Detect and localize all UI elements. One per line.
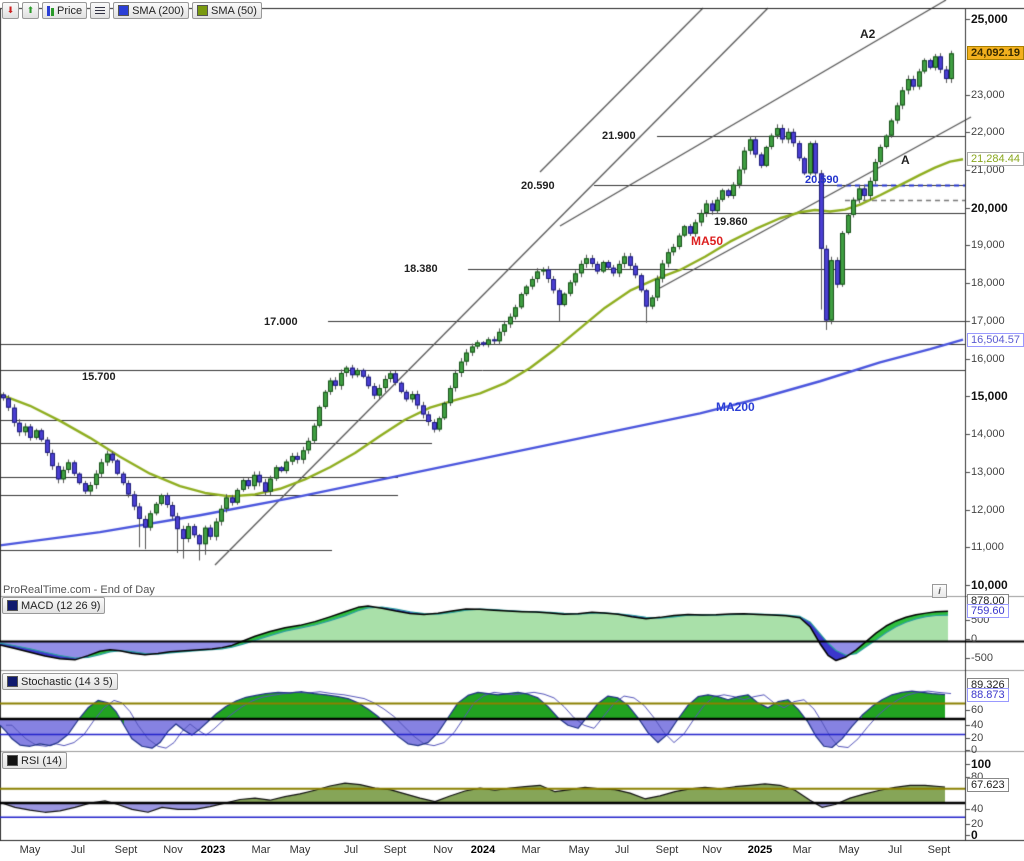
- price-axis-label[interactable]: 11,000: [971, 541, 1004, 554]
- arrow-up-button[interactable]: ⬆: [22, 2, 39, 19]
- time-axis-label[interactable]: Sept: [383, 844, 407, 856]
- rsi-value-box[interactable]: 67.623: [967, 778, 1009, 792]
- rsi-swatch-icon: [7, 755, 18, 766]
- price-axis-label[interactable]: 10,000: [971, 578, 1008, 592]
- macd-swatch-icon: [7, 600, 18, 611]
- price-axis-label[interactable]: 20,000: [971, 200, 1008, 215]
- price-axis-label[interactable]: 14,000: [971, 428, 1005, 441]
- price-axis-label[interactable]: 16,000: [971, 352, 1005, 365]
- stochastic-legend-label: Stochastic (14 3 5): [21, 675, 113, 688]
- sma200-value-box[interactable]: 16,504.57: [967, 332, 1024, 347]
- time-axis-label[interactable]: 2023: [200, 844, 226, 856]
- macd-signal-value-box[interactable]: 759.60: [967, 604, 1009, 618]
- time-axis-label[interactable]: May: [289, 844, 311, 856]
- sma200-legend-chip[interactable]: SMA (200): [113, 2, 190, 19]
- list-icon: [95, 6, 106, 15]
- ma50-label[interactable]: MA50: [691, 234, 724, 248]
- indicator-list-button[interactable]: [90, 2, 111, 19]
- time-axis-label[interactable]: May: [838, 844, 860, 856]
- time-axis-label[interactable]: Mar: [792, 844, 812, 856]
- sma50-legend-label: SMA (50): [211, 4, 257, 17]
- time-axis-label[interactable]: 2025: [747, 844, 773, 856]
- time-axis-label[interactable]: Nov: [702, 844, 722, 856]
- time-axis-label[interactable]: Mar: [521, 844, 541, 856]
- stochastic-axis-label[interactable]: 20: [971, 732, 984, 744]
- ma200-label[interactable]: MA200: [716, 400, 755, 414]
- time-axis-label[interactable]: Sept: [655, 844, 679, 856]
- price-axis-label[interactable]: 19,000: [971, 239, 1005, 252]
- candles-icon: [47, 5, 54, 16]
- rsi-axis-label[interactable]: 100: [971, 757, 992, 771]
- chart-toolbar: ⬇ ⬆ Price SMA (200) SMA (50): [2, 2, 262, 19]
- macd-axis-label[interactable]: 0: [971, 633, 978, 645]
- time-axis-label[interactable]: Sept: [114, 844, 138, 856]
- time-axis-label[interactable]: Mar: [251, 844, 271, 856]
- red-down-arrow-icon: ⬇: [6, 5, 15, 15]
- last-price-box[interactable]: 24,092.19: [967, 46, 1024, 61]
- time-axis-label[interactable]: Jul: [887, 844, 903, 856]
- level-label[interactable]: 15.700: [82, 371, 116, 383]
- time-axis-label[interactable]: Jul: [70, 844, 86, 856]
- price-axis-label[interactable]: 25,000: [971, 12, 1008, 27]
- stochastic-axis-label[interactable]: 0: [971, 744, 978, 756]
- annotation-a[interactable]: A: [901, 153, 910, 167]
- level-label[interactable]: 21.900: [602, 130, 636, 142]
- rsi-axis-label[interactable]: 20: [971, 818, 984, 830]
- time-axis-label[interactable]: Nov: [433, 844, 453, 856]
- time-axis-label[interactable]: May: [568, 844, 590, 856]
- stochastic-legend-chip[interactable]: Stochastic (14 3 5): [2, 673, 118, 690]
- time-axis-label[interactable]: 2024: [470, 844, 496, 856]
- rsi-legend-chip[interactable]: RSI (14): [2, 752, 67, 769]
- time-axis-label[interactable]: Sept: [927, 844, 951, 856]
- price-axis-label[interactable]: 13,000: [971, 465, 1005, 478]
- macd-legend-chip[interactable]: MACD (12 26 9): [2, 597, 106, 614]
- macd-axis-label[interactable]: -500: [971, 652, 994, 664]
- stochastic-axis-label[interactable]: 40: [971, 719, 984, 731]
- time-axis-label[interactable]: Jul: [343, 844, 359, 856]
- annotation-a2[interactable]: A2: [860, 27, 876, 41]
- time-axis-label[interactable]: May: [19, 844, 41, 856]
- stochastic-axis-label[interactable]: 60: [971, 704, 984, 716]
- time-axis-label[interactable]: Nov: [163, 844, 183, 856]
- rsi-axis-label[interactable]: 0: [971, 828, 978, 842]
- time-axis-label[interactable]: Jul: [614, 844, 630, 856]
- sma200-swatch-icon: [118, 5, 130, 16]
- rsi-legend-label: RSI (14): [21, 754, 62, 767]
- level-label[interactable]: 18.380: [404, 263, 438, 275]
- price-axis-label[interactable]: 22,000: [971, 126, 1005, 139]
- level-label[interactable]: 17.000: [264, 316, 298, 328]
- rsi-axis-label[interactable]: 40: [971, 803, 984, 815]
- arrow-down-button[interactable]: ⬇: [2, 2, 19, 19]
- price-legend-label: Price: [57, 4, 83, 17]
- info-icon[interactable]: i: [932, 584, 947, 598]
- macd-legend-label: MACD (12 26 9): [21, 599, 101, 612]
- level-label[interactable]: 19.860: [714, 216, 748, 228]
- green-up-arrow-icon: ⬆: [26, 5, 35, 15]
- price-legend-chip[interactable]: Price: [42, 2, 88, 19]
- price-axis-label[interactable]: 18,000: [971, 277, 1005, 290]
- sma50-value-box[interactable]: 21,284.44: [967, 152, 1024, 167]
- stochastic-swatch-icon: [7, 676, 18, 687]
- price-axis-label[interactable]: 21,000: [971, 163, 1005, 176]
- platform-watermark: ProRealTime.com - End of Day: [3, 584, 155, 596]
- sma50-legend-chip[interactable]: SMA (50): [192, 2, 262, 19]
- price-axis-label[interactable]: 23,000: [971, 88, 1005, 101]
- alert-level-label[interactable]: 20.590: [805, 174, 839, 186]
- level-label[interactable]: 20.590: [521, 180, 555, 192]
- price-axis-label[interactable]: 12,000: [971, 503, 1005, 516]
- sma200-legend-label: SMA (200): [132, 4, 185, 17]
- stochastic-d-value-box[interactable]: 88.873: [967, 688, 1009, 702]
- price-axis-label[interactable]: 17,000: [971, 314, 1005, 327]
- price-axis-label[interactable]: 15,000: [971, 389, 1008, 404]
- sma50-swatch-icon: [197, 5, 209, 16]
